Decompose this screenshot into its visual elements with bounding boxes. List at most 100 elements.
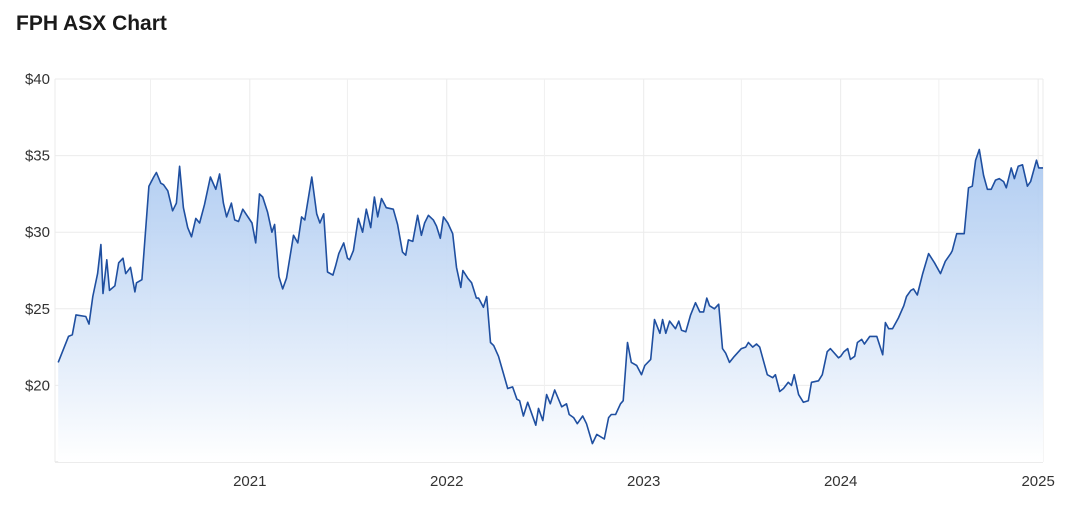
data-point [1042,166,1045,169]
data-point [1017,165,1020,168]
data-point [967,186,970,189]
data-point [856,341,859,344]
data-point [108,289,111,292]
x-axis: 2021 2022 2023 2024 2025 [233,473,1055,490]
data-point [162,183,165,186]
data-point [905,295,908,298]
data-point [944,260,947,263]
x-tick-label: 2024 [824,473,857,490]
data-point [881,353,884,356]
data-point [518,399,521,402]
data-point [909,289,912,292]
data-point [751,346,754,349]
data-point [790,384,793,387]
x-tick-label: 2025 [1021,473,1054,490]
data-point [171,209,174,212]
data-point [849,358,852,361]
data-point [292,234,295,237]
data-point [998,177,1001,180]
data-point [766,373,769,376]
data-point [326,271,329,274]
data-point [534,424,537,427]
data-point [133,290,136,293]
data-point [974,159,977,162]
y-tick-label: $40 [25,71,50,88]
data-point [635,364,638,367]
data-point [963,232,966,235]
data-point [190,235,193,238]
data-point [1010,166,1013,169]
data-point [565,402,568,405]
data-point [427,214,430,217]
data-point [485,295,488,298]
data-point [273,223,276,226]
data-point [194,217,197,220]
data-point [461,269,464,272]
data-point [470,281,473,284]
y-axis: $20 $25 $30 $35 $40 [25,71,50,394]
data-point [337,252,340,255]
data-point [689,313,692,316]
data-point [626,341,629,344]
data-point [971,185,974,188]
data-point [887,327,890,330]
data-point [401,251,404,254]
data-point [411,240,414,243]
data-point [797,393,800,396]
x-tick-label: 2023 [627,473,660,490]
data-point [774,373,777,376]
data-point [1029,180,1032,183]
data-point [489,341,492,344]
data-point [198,222,201,225]
y-tick-label: $35 [25,148,50,165]
data-point [553,389,556,392]
data-point [71,333,74,336]
data-point [147,185,150,188]
data-point [810,381,813,384]
data-point [853,355,856,358]
data-point [541,419,544,422]
data-point [102,292,105,295]
data-point [357,217,360,220]
data-point [884,321,887,324]
data-point [506,387,509,390]
data-point [684,330,687,333]
data-point [214,188,217,191]
data-point [610,413,613,416]
data-point [270,231,273,234]
data-point [576,422,579,425]
data-point [203,203,206,206]
data-point [477,297,480,300]
data-point [549,402,552,405]
data-point [1026,185,1029,188]
data-point [897,317,900,320]
data-point [515,398,518,401]
data-point [322,212,325,215]
data-point [912,287,915,290]
data-point [105,258,108,261]
data-point [778,390,781,393]
data-point [708,304,711,307]
data-point [802,401,805,404]
data-point [694,301,697,304]
data-point [875,335,878,338]
data-point [178,165,181,168]
data-point [373,196,376,199]
data-point [435,225,438,228]
data-point [713,307,716,310]
data-point [369,226,372,229]
data-point [982,174,985,177]
data-point [839,355,842,358]
data-point [846,347,849,350]
data-point [955,232,958,235]
data-point [96,272,99,275]
data-point [537,407,540,410]
x-tick-label: 2021 [233,473,266,490]
data-point [1002,180,1005,183]
data-point [129,266,132,269]
data-point [668,320,671,323]
data-point [277,275,280,278]
data-point [755,343,758,346]
data-point [303,218,306,221]
chart-title: FPH ASX Chart [16,12,167,35]
